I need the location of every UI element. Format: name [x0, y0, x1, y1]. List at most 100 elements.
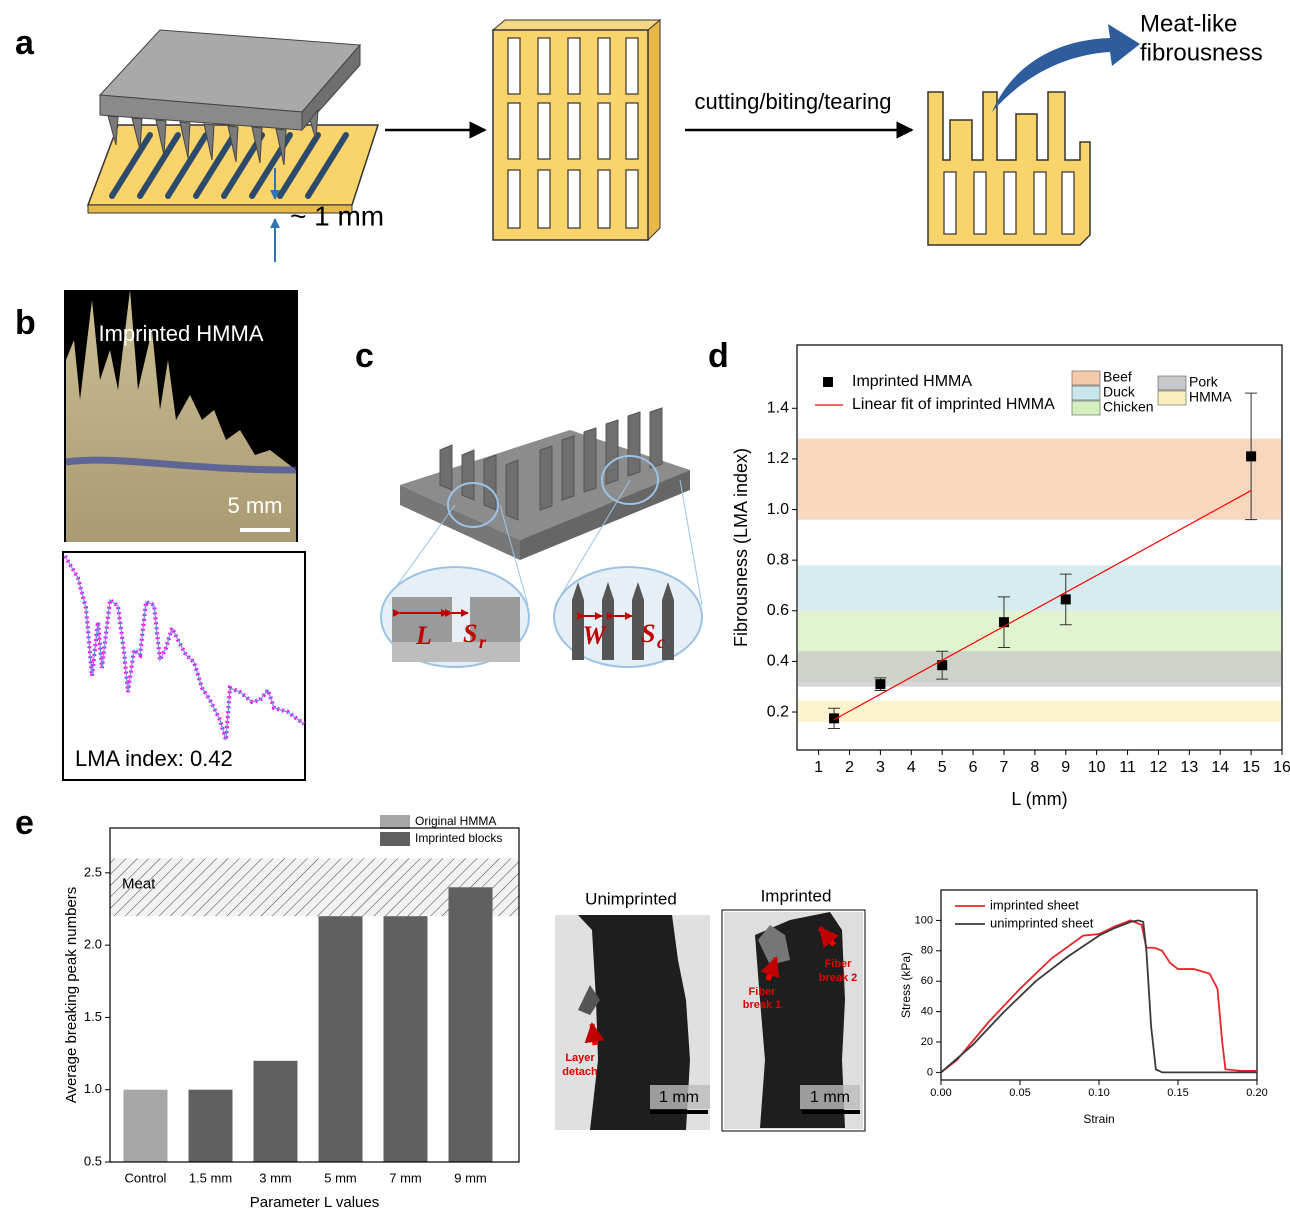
legend-label: Chicken: [1103, 399, 1154, 415]
y-tick-label: 20: [921, 1036, 933, 1048]
y-tick-label: 2.5: [84, 864, 102, 879]
x-axis-title: L (mm): [1011, 789, 1067, 809]
legend-label: Duck: [1103, 384, 1136, 400]
y-tick-label: 1.5: [84, 1009, 102, 1024]
y-tick-label: 0.2: [767, 703, 789, 720]
panel-label: c: [355, 337, 374, 375]
legend-label: unimprinted sheet: [990, 915, 1094, 930]
x-tick-label: 5 mm: [324, 1170, 357, 1185]
param-label: L: [415, 621, 432, 650]
y-tick-label: 40: [921, 1006, 933, 1018]
panel-label: a: [15, 24, 35, 62]
bar: [189, 1090, 233, 1162]
band-label: Meat: [122, 875, 156, 892]
legend-label: Linear fit of imprinted HMMA: [852, 396, 1055, 413]
legend-label: Beef: [1103, 369, 1132, 385]
line: [941, 920, 1257, 1072]
x-tick-label: 1.5 mm: [189, 1170, 232, 1185]
legend-label: Original HMMA: [415, 814, 496, 828]
x-tick-label: 0.05: [1009, 1087, 1030, 1099]
x-axis-title: Strain: [1083, 1112, 1114, 1126]
reference-band: [798, 651, 1281, 686]
photo-panel: Imprinted HMMA 5 mm LMA index: 0.42: [63, 290, 305, 780]
x-tick-label: 6: [969, 759, 978, 776]
legend-swatch: [1072, 371, 1100, 385]
x-tick-label: 1: [814, 759, 823, 776]
image-title: Unimprinted: [585, 889, 677, 908]
x-tick-label: 0.10: [1088, 1087, 1109, 1099]
x-tick-label: 12: [1150, 759, 1168, 776]
imprint-diagram: ~ 1 mm cutting/biting/tearing Meat-like …: [88, 10, 1263, 262]
legend-swatch: [1072, 401, 1100, 415]
y-tick-label: 0.6: [767, 602, 789, 619]
x-axis-title: Parameter L values: [250, 1194, 380, 1211]
y-tick-label: 1.0: [84, 1081, 102, 1096]
panel-label: b: [15, 304, 36, 342]
y-tick-label: 2.0: [84, 937, 102, 952]
annotation: Fiber: [749, 986, 777, 998]
legend-swatch: [1158, 391, 1186, 405]
y-tick-label: 80: [921, 945, 933, 957]
x-tick-label: 3 mm: [259, 1170, 292, 1185]
y-tick-label: 0.5: [84, 1153, 102, 1168]
y-axis-title: Fibrousness (LMA index): [731, 448, 751, 647]
thickness-label: ~ 1 mm: [290, 200, 384, 231]
y-tick-label: 0: [927, 1066, 933, 1078]
result-label: fibrousness: [1140, 39, 1263, 66]
reference-band: [798, 565, 1281, 611]
y-tick-label: 1.4: [767, 400, 789, 417]
panel-label: d: [708, 337, 729, 375]
legend-label: Pork: [1189, 374, 1219, 390]
result-label: Meat-like: [1140, 10, 1237, 37]
point: [1061, 594, 1071, 604]
param-label: r: [479, 632, 487, 652]
x-tick-label: 15: [1242, 759, 1260, 776]
bar: [384, 916, 428, 1162]
legend-swatch: [1158, 376, 1186, 390]
legend-label: Imprinted HMMA: [852, 373, 972, 390]
y-tick-label: 100: [915, 914, 933, 926]
annotation: detach: [562, 1066, 598, 1078]
x-tick-label: 0.00: [930, 1087, 951, 1099]
plot-frame: [941, 890, 1257, 1080]
x-tick-label: 4: [907, 759, 916, 776]
page: {"panels": {"a": "a", "b": "b", "c": "c"…: [0, 0, 1290, 1212]
scale-bar-label: 1 mm: [659, 1089, 699, 1106]
y-tick-label: 60: [921, 975, 933, 987]
line: [941, 920, 1257, 1072]
param-label: c: [657, 632, 665, 652]
point: [1246, 451, 1256, 461]
annotation: Fiber: [825, 958, 853, 970]
scale-bar-label: 5 mm: [228, 493, 283, 518]
y-tick-label: 1.2: [767, 450, 789, 467]
x-tick-label: 0.20: [1246, 1087, 1267, 1099]
param-label: W: [582, 621, 607, 650]
legend-swatch: [823, 377, 833, 387]
y-axis-title: Stress (kPa): [899, 952, 913, 1018]
x-tick-label: 9 mm: [454, 1170, 487, 1185]
x-tick-label: 5: [938, 759, 947, 776]
photo-title: Imprinted HMMA: [98, 321, 263, 346]
y-axis-title: Average breaking peak numbers: [63, 887, 80, 1104]
legend-swatch: [380, 815, 410, 829]
y-tick-label: 1.0: [767, 501, 789, 518]
lma-index: LMA index: 0.42: [75, 746, 233, 771]
bar: [319, 916, 363, 1162]
mold-diagram: L S r W S c: [381, 408, 702, 667]
figure: a b c d e ~ 1 mm cutting/biting/tearing …: [0, 0, 1290, 1212]
x-tick-label: 16: [1273, 759, 1290, 776]
x-tick-label: 0.15: [1167, 1087, 1188, 1099]
annotation: break 2: [819, 972, 858, 984]
param-label: S: [641, 619, 655, 648]
x-tick-label: 14: [1211, 759, 1229, 776]
bar: [254, 1061, 298, 1162]
x-tick-label: 13: [1180, 759, 1198, 776]
bar: [124, 1090, 168, 1162]
x-tick-label: 11: [1119, 759, 1136, 776]
panel-label: e: [15, 804, 34, 842]
x-tick-label: 3: [876, 759, 885, 776]
annotation: break 1: [743, 999, 782, 1011]
image-title: Imprinted: [761, 886, 832, 905]
reference-band: [798, 701, 1281, 723]
param-label: S: [463, 619, 477, 648]
